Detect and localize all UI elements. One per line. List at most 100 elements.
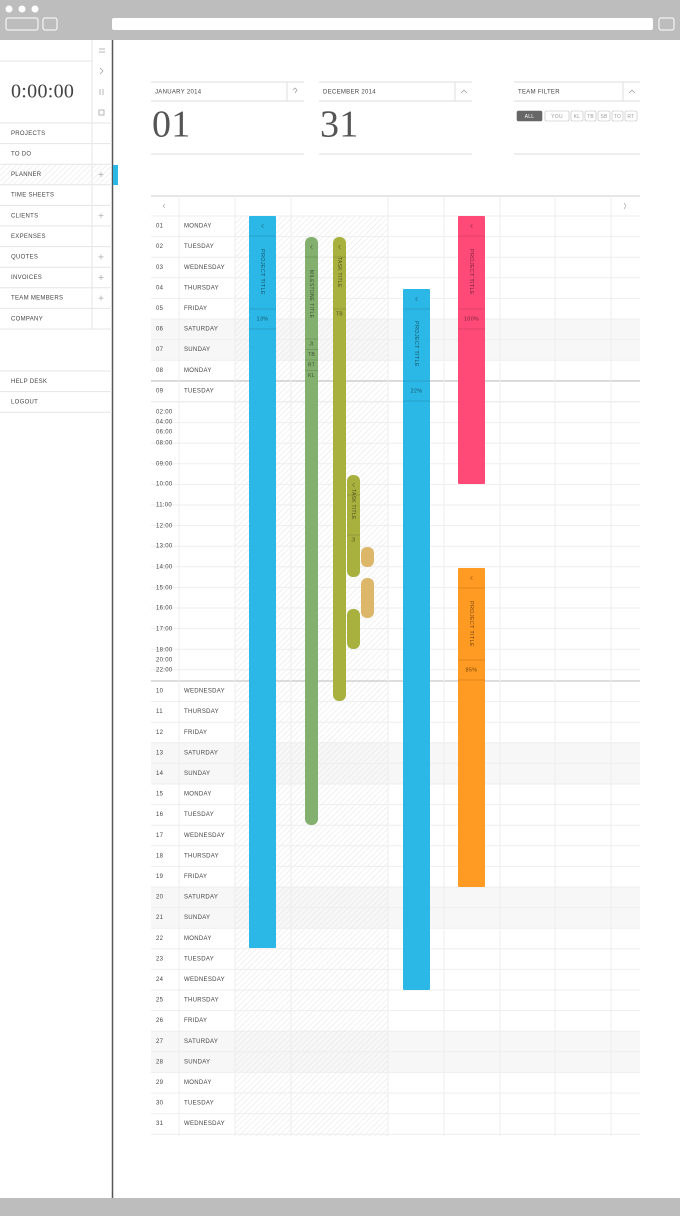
assignee: TB <box>308 352 315 358</box>
hour-label: 20:00 <box>156 658 173 664</box>
menu-button[interactable] <box>658 17 675 31</box>
nav-button[interactable] <box>5 17 39 31</box>
day-number: 16 <box>156 812 164 818</box>
day-name: MONDAY <box>184 1080 212 1086</box>
weekend-row <box>151 742 640 764</box>
menu-item[interactable]: PROJECTS <box>11 131 45 137</box>
bar-progress: 100% <box>464 316 479 322</box>
address-bar[interactable] <box>112 18 653 30</box>
nav-button[interactable] <box>42 17 58 31</box>
day-number: 07 <box>156 347 164 353</box>
day-number: 23 <box>156 956 164 962</box>
day-number: 03 <box>156 265 164 271</box>
day-number: 06 <box>156 327 164 333</box>
filter-label[interactable]: SB <box>600 114 608 120</box>
assignee: JI <box>351 537 356 543</box>
day-name: SUNDAY <box>184 771 210 777</box>
filter-button[interactable] <box>544 110 570 122</box>
menu-item[interactable]: PLANNER <box>11 172 42 178</box>
planner-bar[interactable] <box>458 568 485 887</box>
planner-bar[interactable] <box>333 237 346 701</box>
day-number: 17 <box>156 833 164 839</box>
day-number: 12 <box>156 730 164 736</box>
day-name: TUESDAY <box>184 388 214 394</box>
calendar-nav[interactable] <box>162 202 627 210</box>
day-name: MONDAY <box>184 936 212 942</box>
add-icon[interactable] <box>98 254 104 260</box>
hour-label: 02:00 <box>156 410 173 416</box>
day-number: 25 <box>156 998 164 1004</box>
menu-item[interactable]: COMPANY <box>11 316 43 322</box>
active-indicator <box>113 165 118 185</box>
day-name: WEDNESDAY <box>184 977 225 983</box>
menu-item[interactable]: TEAM MEMBERS <box>11 296 63 302</box>
date-to-day[interactable]: 31 <box>320 104 359 146</box>
add-icon[interactable] <box>98 295 104 301</box>
planner-bar[interactable] <box>458 216 485 484</box>
add-icon[interactable] <box>98 275 104 280</box>
assignee: KL <box>308 373 315 379</box>
filter-label[interactable]: ALL <box>525 114 535 120</box>
menu-item[interactable]: TO DO <box>11 151 31 157</box>
menu-item[interactable]: QUOTES <box>11 254 38 260</box>
filter-button[interactable] <box>611 110 624 122</box>
filter-button[interactable] <box>584 110 597 122</box>
filter-label[interactable]: RT <box>627 114 634 120</box>
weekend-row <box>151 318 640 340</box>
picker-icons[interactable] <box>292 87 636 94</box>
filter-label[interactable]: KL <box>574 114 581 120</box>
task-pill[interactable] <box>361 578 374 618</box>
hour-label: 18:00 <box>156 648 173 654</box>
menu-item[interactable]: TIME SHEETS <box>11 193 54 199</box>
bar-title: PROJECT TITLE <box>468 601 474 647</box>
day-name: FRIDAY <box>184 1018 207 1024</box>
hour-label: 04:00 <box>156 420 173 426</box>
filter-button[interactable] <box>570 110 584 122</box>
menu-item[interactable]: EXPENSES <box>11 234 46 240</box>
filter-button[interactable] <box>624 110 638 122</box>
day-name: SATURDAY <box>184 895 218 901</box>
day-name: TUESDAY <box>184 1101 214 1107</box>
planner-bar[interactable] <box>305 237 318 825</box>
sidebar-icons <box>98 48 105 116</box>
active-menu-bg <box>0 164 112 186</box>
menu-item[interactable]: LOGOUT <box>11 399 38 405</box>
team-filter-title: TEAM FILTER <box>518 90 560 96</box>
menu-item[interactable]: HELP DESK <box>11 379 47 385</box>
filter-label[interactable]: YOU <box>551 114 563 120</box>
bar-title: MILESTONE TITLE <box>308 270 314 319</box>
day-name: SATURDAY <box>184 750 218 756</box>
planner-bar[interactable] <box>249 216 276 948</box>
day-number: 09 <box>156 388 164 394</box>
filter-label[interactable]: TB <box>587 114 594 120</box>
add-icon[interactable] <box>98 172 104 177</box>
date-picker-lines <box>151 81 640 155</box>
day-name: FRIDAY <box>184 730 207 736</box>
day-name: WEDNESDAY <box>184 689 225 695</box>
day-number: 24 <box>156 977 164 983</box>
menu-item[interactable]: CLIENTS <box>11 213 38 219</box>
add-icon[interactable] <box>98 213 104 219</box>
hour-label: 14:00 <box>156 565 173 571</box>
day-name: WEDNESDAY <box>184 1121 225 1127</box>
task-pill[interactable] <box>347 609 360 649</box>
filter-label[interactable]: TO <box>614 114 621 120</box>
day-name: FRIDAY <box>184 874 207 880</box>
planner-bar[interactable] <box>347 475 360 577</box>
date-from-day[interactable]: 01 <box>152 104 191 146</box>
weekend-row <box>151 1030 640 1052</box>
filter-button[interactable] <box>516 110 543 122</box>
menu-item[interactable]: INVOICES <box>11 275 42 281</box>
day-name: TUESDAY <box>184 244 214 250</box>
day-name: SUNDAY <box>184 915 210 921</box>
day-number: 22 <box>156 936 164 942</box>
planner-bar[interactable] <box>403 289 430 990</box>
hour-label: 16:00 <box>156 606 173 612</box>
bar-chevron <box>310 244 313 250</box>
status-bar <box>0 1198 680 1216</box>
bar-title: PROJECT TITLE <box>468 249 474 295</box>
task-pill[interactable] <box>361 547 374 567</box>
day-name: MONDAY <box>184 368 212 374</box>
bar-progress: 13% <box>257 316 269 322</box>
filter-button[interactable] <box>597 110 611 122</box>
